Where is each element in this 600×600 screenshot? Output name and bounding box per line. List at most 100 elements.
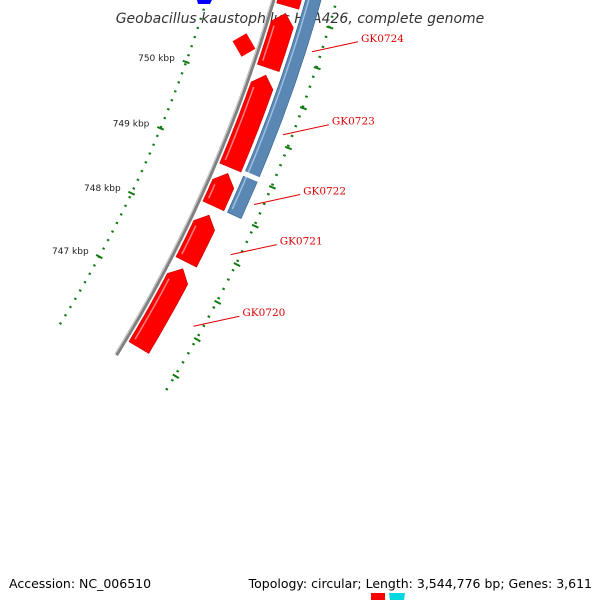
scale-dot xyxy=(102,247,106,250)
gene-label-gk0724[interactable]: GK0724 xyxy=(361,33,404,45)
gene-arrow-gk0719 xyxy=(232,33,256,57)
ruler-dot xyxy=(176,369,180,373)
gene-arrow-shine xyxy=(181,225,197,255)
ruler-mark xyxy=(268,185,277,190)
ruler-dot xyxy=(321,45,325,49)
gene-arrow-gk0721[interactable] xyxy=(175,214,215,268)
scale-dot xyxy=(159,125,163,129)
scale-dot xyxy=(202,8,206,11)
gene-arrow-gk0722[interactable] xyxy=(202,173,235,212)
gene-label-gk0720[interactable]: GK0720 xyxy=(242,307,285,319)
ruler-dot xyxy=(165,387,169,391)
scale-dot xyxy=(152,143,156,147)
scale-dot xyxy=(123,204,127,208)
ruler-dot xyxy=(308,85,312,89)
ruler-mark xyxy=(284,145,293,151)
kbp-tick-label: 750 kbp xyxy=(138,54,175,64)
ruler-dot xyxy=(304,95,309,98)
gene-label-leader xyxy=(253,194,301,205)
gene-label-leader xyxy=(311,41,359,53)
scale-dot xyxy=(132,187,136,190)
ruler-dot xyxy=(278,163,283,167)
ruler-mark xyxy=(214,299,222,305)
ruler-dot xyxy=(333,5,337,8)
ruler-dot xyxy=(262,202,266,206)
gene-band-shine xyxy=(231,0,310,210)
ruler-dot xyxy=(207,315,211,319)
gene-label-gk0723[interactable]: GK0723 xyxy=(332,116,375,128)
ruler-dot xyxy=(197,333,201,337)
kbp-tick-mark xyxy=(95,254,103,260)
scale-dot xyxy=(163,116,167,120)
scale-dot xyxy=(190,44,194,48)
ruler-dot xyxy=(254,221,258,225)
gene-labels[interactable]: GK0720GK0721GK0722GK0723GK0724GK0725GK07… xyxy=(193,0,439,327)
ruler-dot xyxy=(311,75,315,79)
scale-dot xyxy=(140,169,144,173)
gene-arrow-gk0720[interactable] xyxy=(128,268,189,354)
scale-dot xyxy=(187,53,190,57)
scale-dot xyxy=(58,321,63,325)
gene-arrow-gk0724[interactable] xyxy=(257,12,294,72)
ruler-dot xyxy=(221,287,226,291)
ruler-mark xyxy=(193,337,201,343)
ruler-dot xyxy=(212,305,216,309)
gene-label-leader xyxy=(282,124,330,136)
ruler-dot xyxy=(274,173,279,177)
ruler-dot xyxy=(181,360,185,364)
scale-dot xyxy=(92,263,96,267)
scale-dot xyxy=(173,89,177,93)
ruler-dot xyxy=(170,378,174,382)
ruler-dot xyxy=(202,324,206,328)
ruler-dot xyxy=(330,15,334,19)
gene-label-gk0722[interactable]: GK0722 xyxy=(303,186,346,198)
ruler-dot xyxy=(297,114,301,118)
ruler-dot xyxy=(315,65,319,69)
scale-dot xyxy=(183,62,187,66)
gene-band-blue[interactable] xyxy=(227,0,351,220)
gene-arrow-shine xyxy=(262,25,275,61)
scale-dot xyxy=(180,71,184,75)
ruler-dot xyxy=(236,259,240,263)
ruler-dot xyxy=(249,230,253,234)
gene-gap xyxy=(242,170,261,183)
ruler-dot xyxy=(290,134,294,138)
scale-dot xyxy=(106,238,110,242)
genome-backbone-highlight xyxy=(114,0,273,355)
scale-dot xyxy=(63,313,68,317)
scale-dot xyxy=(148,152,152,155)
gene-arrow-gk0725[interactable] xyxy=(276,0,307,10)
ruler-dot xyxy=(231,268,235,272)
gene-arrows xyxy=(128,0,385,600)
gene-label-leader xyxy=(230,244,277,256)
gene-arrow-offscreen-red xyxy=(371,593,385,600)
scale-dot xyxy=(88,272,92,276)
scale-dot xyxy=(128,195,132,199)
gene-arrow-shine xyxy=(207,183,216,199)
ruler-dot xyxy=(217,296,221,300)
accession-text: Accession: NC_006510 xyxy=(9,576,152,591)
gene-label-gk0721[interactable]: GK0721 xyxy=(280,236,323,248)
kbp-tick-mark xyxy=(127,190,136,196)
ruler-dot xyxy=(226,278,230,282)
ruler-mark xyxy=(299,106,308,111)
kbp-tick-label: 748 kbp xyxy=(84,184,121,194)
ruler-dot xyxy=(294,124,298,128)
ruler-mark xyxy=(251,223,259,229)
genome-backbone xyxy=(114,0,276,357)
scale-dot xyxy=(136,178,140,182)
scale-dot xyxy=(73,297,77,301)
scale-dot xyxy=(119,212,123,216)
ruler-mark xyxy=(313,66,321,71)
gene-label-leader xyxy=(193,315,240,327)
scale-dot xyxy=(166,107,170,111)
ruler-mark xyxy=(172,373,180,379)
scale-dot xyxy=(83,280,87,284)
ruler-dot xyxy=(286,144,290,148)
ruler-mark xyxy=(326,25,334,30)
gene-arrow-gk0723[interactable] xyxy=(219,74,274,173)
scale-dot xyxy=(115,221,119,225)
ruler-dot xyxy=(270,183,275,186)
scale-dot xyxy=(68,305,72,309)
